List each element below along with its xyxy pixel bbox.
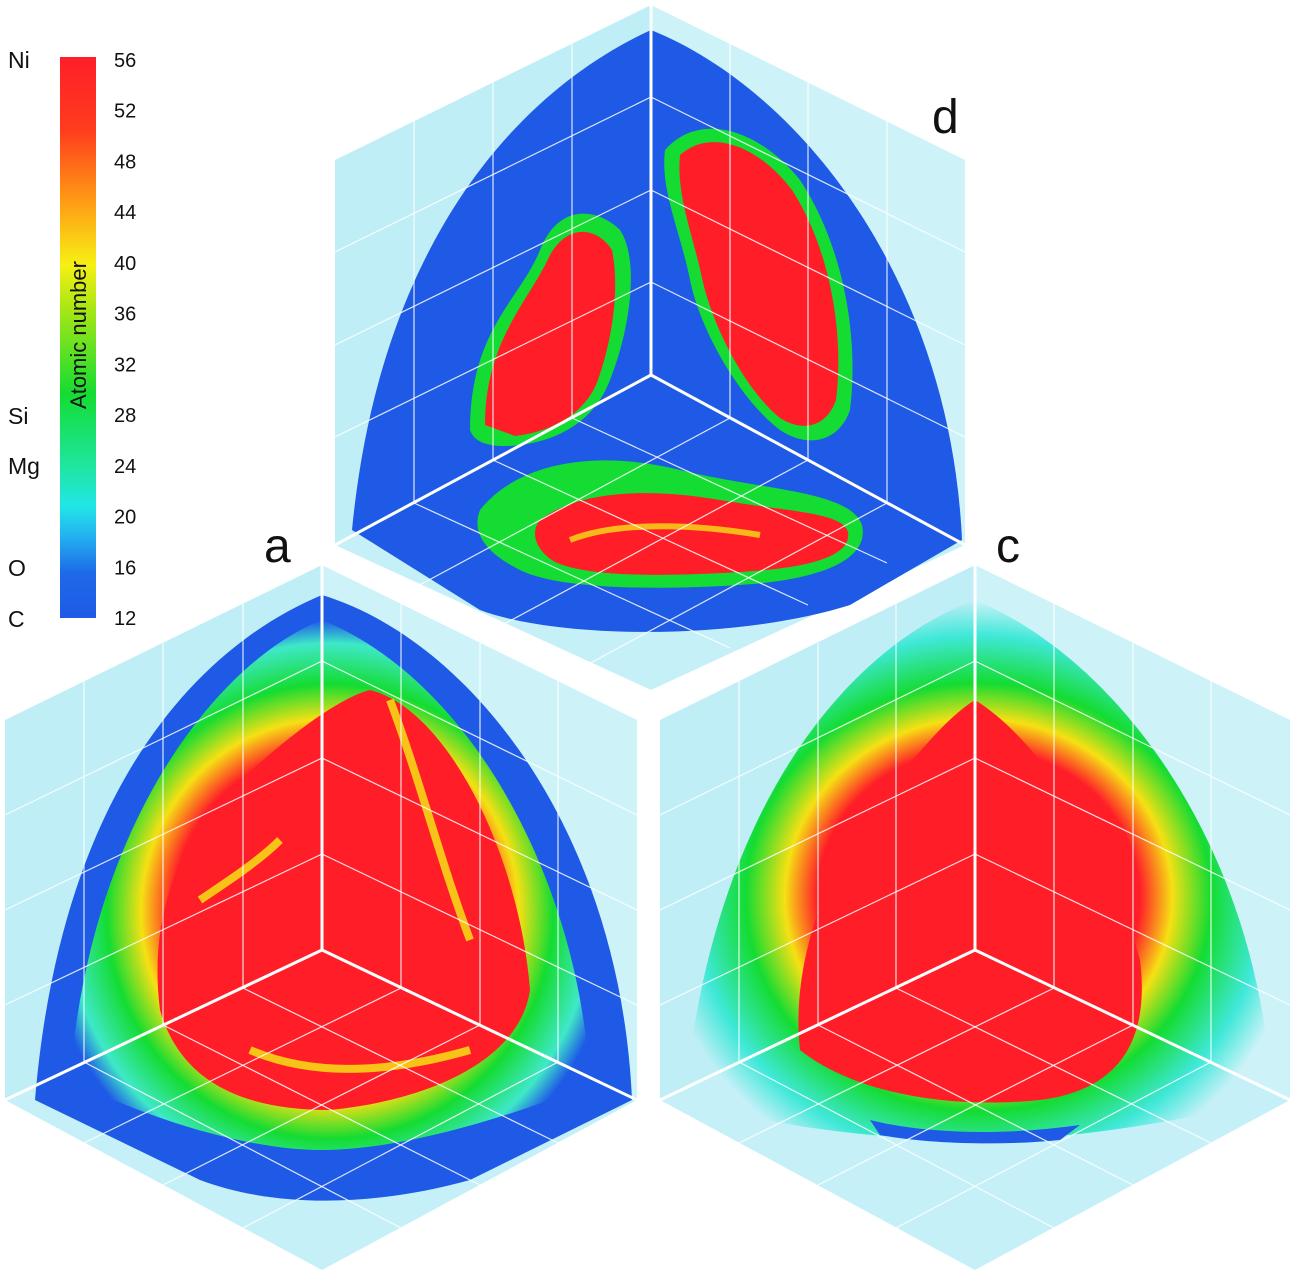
- colorbar: Atomic number 56 52 48 44 40 36 32 28 24 20 16 12: [60, 50, 136, 630]
- colorbar-gradient: [60, 57, 96, 618]
- element-label-si: Si: [8, 403, 28, 429]
- colorbar-tick-label: 44: [114, 202, 136, 224]
- panel-d-plume-yellow: [568, 523, 761, 543]
- panel-c-grid: [659, 604, 1291, 1229]
- panel-d-axis-right: [650, 373, 966, 547]
- panel-d-axis-left: [334, 373, 652, 547]
- colorbar-tick-label: 16: [114, 557, 136, 579]
- colorbar-tick-label: 20: [114, 507, 136, 529]
- colorbar-tick-label: 56: [114, 50, 136, 72]
- panel-label-c: c: [996, 520, 1020, 573]
- panel-a-axis-left: [4, 948, 323, 1102]
- panel-c-blue-base: [870, 1120, 1080, 1144]
- panel-d-grid: [334, 44, 966, 674]
- panel-a-grid: [4, 604, 638, 1229]
- colorbar-tick-label: 36: [114, 304, 136, 326]
- panel-d: [334, 5, 966, 690]
- colorbar-tick-label: 24: [114, 456, 136, 478]
- panel-label-d: d: [932, 91, 959, 144]
- colorbar-ticks: 56 52 48 44 40 36 32 28 24 20 16 12: [114, 50, 136, 630]
- element-label-c: C: [8, 606, 25, 632]
- colorbar-tick-label: 32: [114, 354, 136, 376]
- panel-a-axis-right: [321, 948, 638, 1102]
- colorbar-tick-label: 28: [114, 405, 136, 427]
- element-label-mg: Mg: [8, 453, 40, 479]
- panel-c-axis-right: [974, 948, 1291, 1102]
- colorbar-tick-label: 12: [114, 608, 136, 630]
- colorbar-tick-label: 48: [114, 151, 136, 173]
- colorbar-title: Atomic number: [66, 261, 91, 409]
- panel-d-plume-left-core: [485, 231, 616, 436]
- element-label-o: O: [8, 555, 26, 581]
- panel-c-nickel-core: [798, 700, 1142, 1103]
- colorbar-tick-label: 52: [114, 101, 136, 123]
- panel-c-axis-left: [659, 948, 976, 1102]
- element-label-ni: Ni: [8, 47, 30, 73]
- panel-a: [4, 565, 638, 1270]
- panel-label-a: a: [264, 520, 291, 573]
- colorbar-tick-label: 40: [114, 253, 136, 275]
- panel-d-oxygen-region: [352, 30, 962, 632]
- panel-d-plume-bottom-core: [535, 493, 849, 575]
- panel-c: [659, 565, 1291, 1270]
